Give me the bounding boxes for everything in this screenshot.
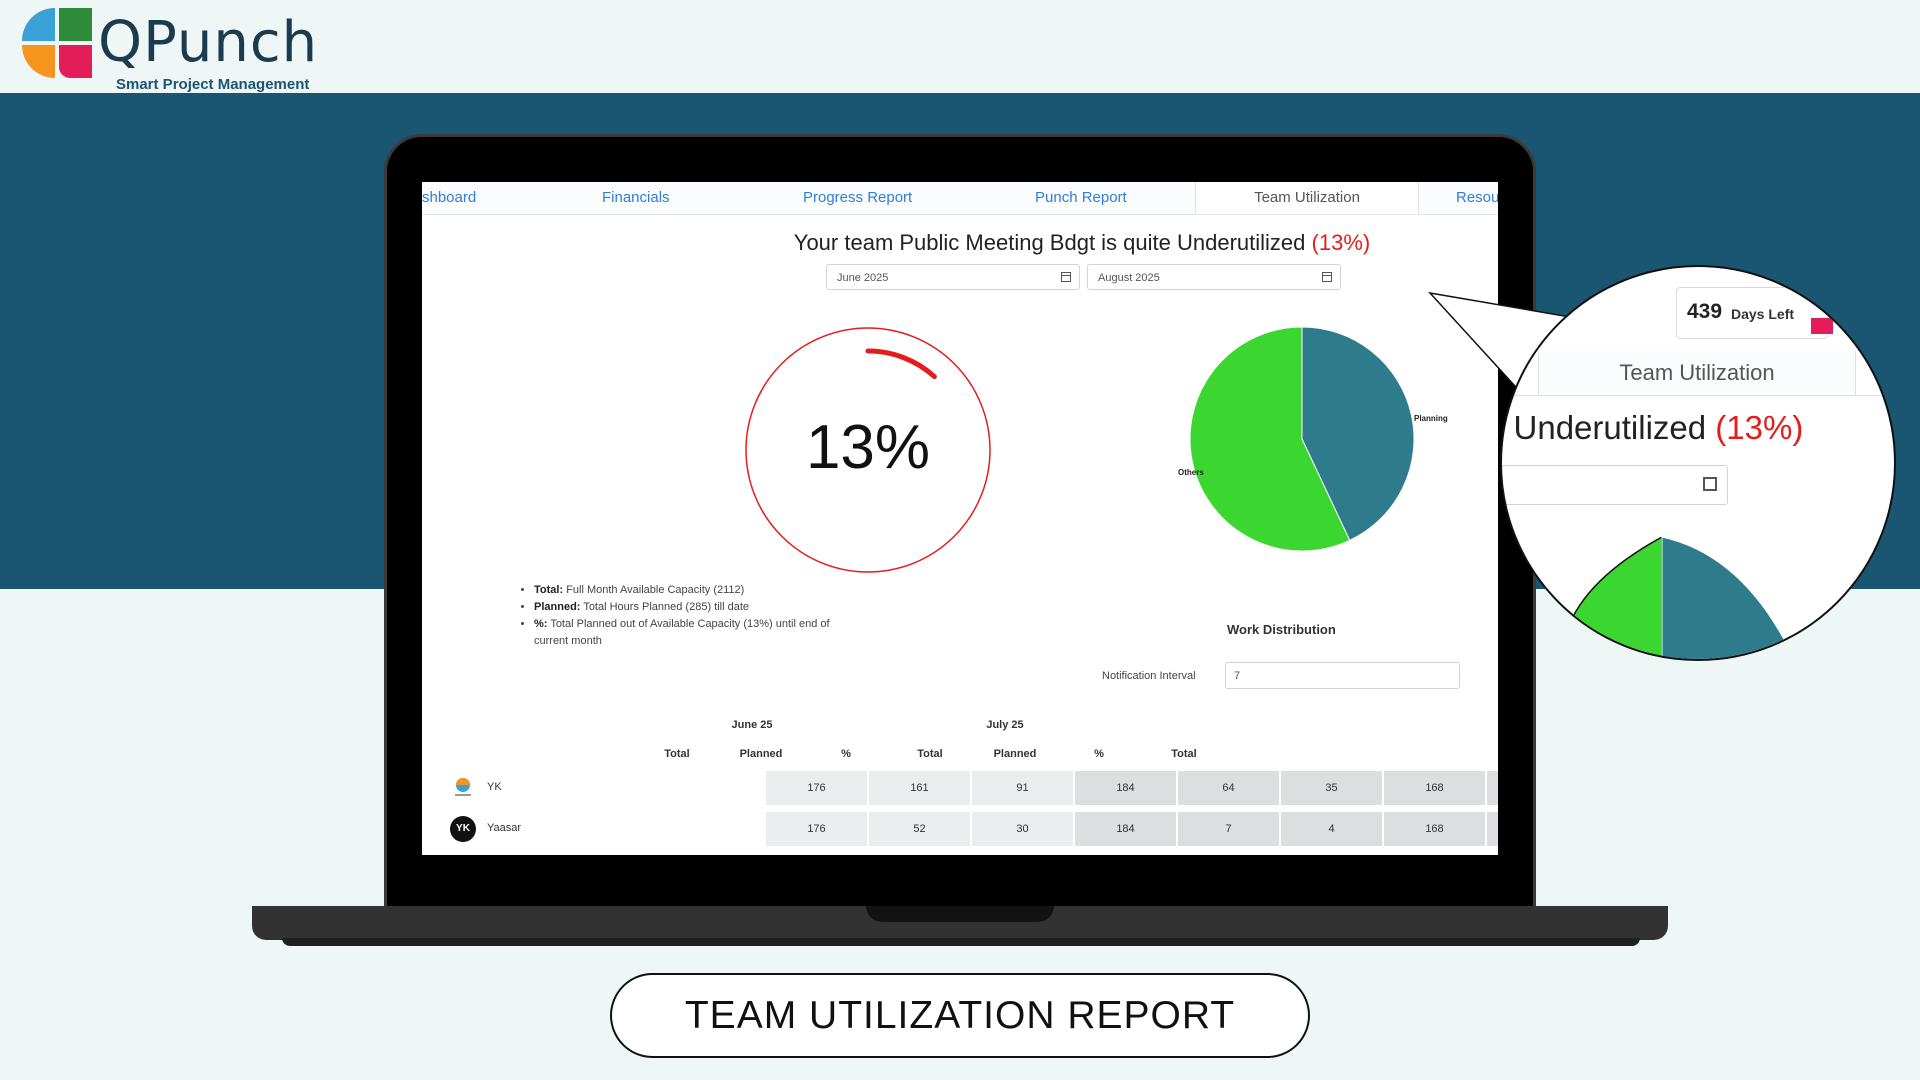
start-month-value: June 2025 — [837, 272, 889, 284]
magnified-tab-team-utilization[interactable]: Team Utilization — [1538, 351, 1856, 395]
page-title: Your team Public Meeting Bdgt is quite U… — [732, 230, 1432, 256]
flag-icon — [1811, 318, 1833, 334]
legend-desc: Total Hours Planned (285) till date — [583, 601, 750, 613]
tab-punch-report[interactable]: Punch Report — [1035, 189, 1127, 206]
magnified-pie — [1560, 537, 1795, 659]
table-cell: 30 — [972, 812, 1073, 846]
calendar-icon[interactable] — [1322, 272, 1332, 282]
app-screen: shboard Financials Progress Report Punch… — [422, 182, 1498, 855]
capacity-legend: Total: Full Month Available Capacity (21… — [518, 582, 834, 650]
column-header: Total — [1171, 748, 1197, 760]
table-cell: 4 — [1281, 812, 1382, 846]
table-cell: 168 — [1384, 812, 1485, 846]
magnifier-callout: 439 Days Left Team Utilization e Underut… — [1500, 265, 1896, 661]
days-left-number: 439 — [1687, 300, 1723, 323]
qpunch-logo[interactable]: QPunch Smart Project Management — [22, 8, 342, 93]
brand-name: QPunch — [98, 10, 319, 75]
legend-term: %: — [534, 618, 548, 630]
end-month-value: August 2025 — [1098, 272, 1160, 284]
row-name: Yaasar — [487, 822, 522, 834]
magnified-tab-bar — [1502, 351, 1894, 396]
legend-term: Total: — [534, 584, 564, 596]
magnified-title: e Underutilized (13%) — [1500, 409, 1804, 447]
days-left-badge: 439 Days Left — [1676, 287, 1833, 339]
column-header: Planned — [993, 748, 1037, 760]
legend-item-percent: %: Total Planned out of Available Capaci… — [534, 616, 834, 650]
table-cell: 176 — [766, 771, 867, 805]
laptop-notch — [866, 906, 1054, 922]
table-cell: 168 — [1384, 771, 1485, 805]
work-distribution-title: Work Distribution — [1227, 622, 1336, 637]
logo-mark-icon — [22, 8, 92, 78]
table-cell-overflow — [1487, 812, 1498, 846]
tab-progress-report[interactable]: Progress Report — [803, 189, 913, 206]
work-distribution-pie: Planning Others — [1178, 326, 1448, 552]
table-cell: 184 — [1075, 771, 1176, 805]
pie-slice-planning — [1301, 326, 1415, 542]
calendar-icon[interactable] — [1061, 272, 1071, 282]
column-header: % — [841, 748, 851, 760]
table-cell: 52 — [869, 812, 970, 846]
title-percent: (13%) — [1311, 230, 1371, 255]
gauge-arc — [865, 348, 937, 380]
tab-resources[interactable]: Resou — [1456, 189, 1498, 206]
notification-interval-input[interactable]: 7 — [1225, 662, 1460, 689]
legend-desc: Total Planned out of Available Capacity … — [534, 618, 830, 647]
magnified-month-picker[interactable] — [1502, 465, 1728, 505]
tab-dashboard[interactable]: shboard — [422, 189, 477, 206]
pie-slice-others — [1189, 326, 1351, 552]
gauge-track — [745, 327, 991, 573]
magnified-title-text: e Underutilized — [1500, 409, 1707, 446]
calendar-icon[interactable] — [1703, 477, 1717, 491]
tab-team-utilization[interactable]: Team Utilization — [1195, 182, 1419, 214]
column-header: Total — [664, 748, 690, 760]
planning-leader-line — [1386, 418, 1409, 422]
table-cell: 176 — [766, 812, 867, 846]
magnified-slice-planning — [1661, 537, 1795, 659]
table-cell: 7 — [1178, 812, 1279, 846]
days-left-label: Days Left — [1731, 306, 1795, 322]
row-name: YK — [487, 781, 502, 793]
table-cell: 161 — [869, 771, 970, 805]
magnified-title-percent: (13%) — [1715, 409, 1804, 446]
table-cell-overflow — [1487, 771, 1498, 805]
legend-item-total: Total: Full Month Available Capacity (21… — [534, 582, 834, 599]
pie-label-others: Others — [1178, 468, 1204, 477]
tab-financials[interactable]: Financials — [602, 189, 670, 206]
avatar — [451, 775, 475, 799]
column-header: Planned — [739, 748, 783, 760]
notification-interval-label: Notification Interval — [1102, 670, 1196, 682]
table-cell: 64 — [1178, 771, 1279, 805]
tab-bar: shboard Financials Progress Report Punch… — [422, 182, 1498, 215]
report-caption: TEAM UTILIZATION REPORT — [610, 973, 1310, 1058]
table-cell: 91 — [972, 771, 1073, 805]
avatar: YK — [450, 816, 476, 842]
table-cell: 35 — [1281, 771, 1382, 805]
gauge-value: 13% — [805, 413, 931, 482]
end-month-picker[interactable]: August 2025 — [1087, 264, 1341, 290]
brand-tagline: Smart Project Management — [116, 76, 310, 93]
laptop-foot — [282, 938, 1640, 946]
magnified-slice-others — [1560, 537, 1663, 659]
title-text: Your team Public Meeting Bdgt is quite U… — [793, 230, 1306, 255]
month-header-june: June 25 — [731, 719, 773, 731]
pie-label-planning: Planning — [1414, 414, 1448, 423]
column-header: % — [1094, 748, 1104, 760]
legend-desc: Full Month Available Capacity (2112) — [566, 584, 745, 596]
month-header-july: July 25 — [986, 719, 1024, 731]
column-header: Total — [917, 748, 943, 760]
legend-term: Planned: — [534, 601, 581, 613]
others-leader-line — [1209, 461, 1243, 474]
start-month-picker[interactable]: June 2025 — [826, 264, 1080, 290]
utilization-gauge — [745, 327, 991, 573]
table-cell: 184 — [1075, 812, 1176, 846]
legend-item-planned: Planned: Total Hours Planned (285) till … — [534, 599, 834, 616]
